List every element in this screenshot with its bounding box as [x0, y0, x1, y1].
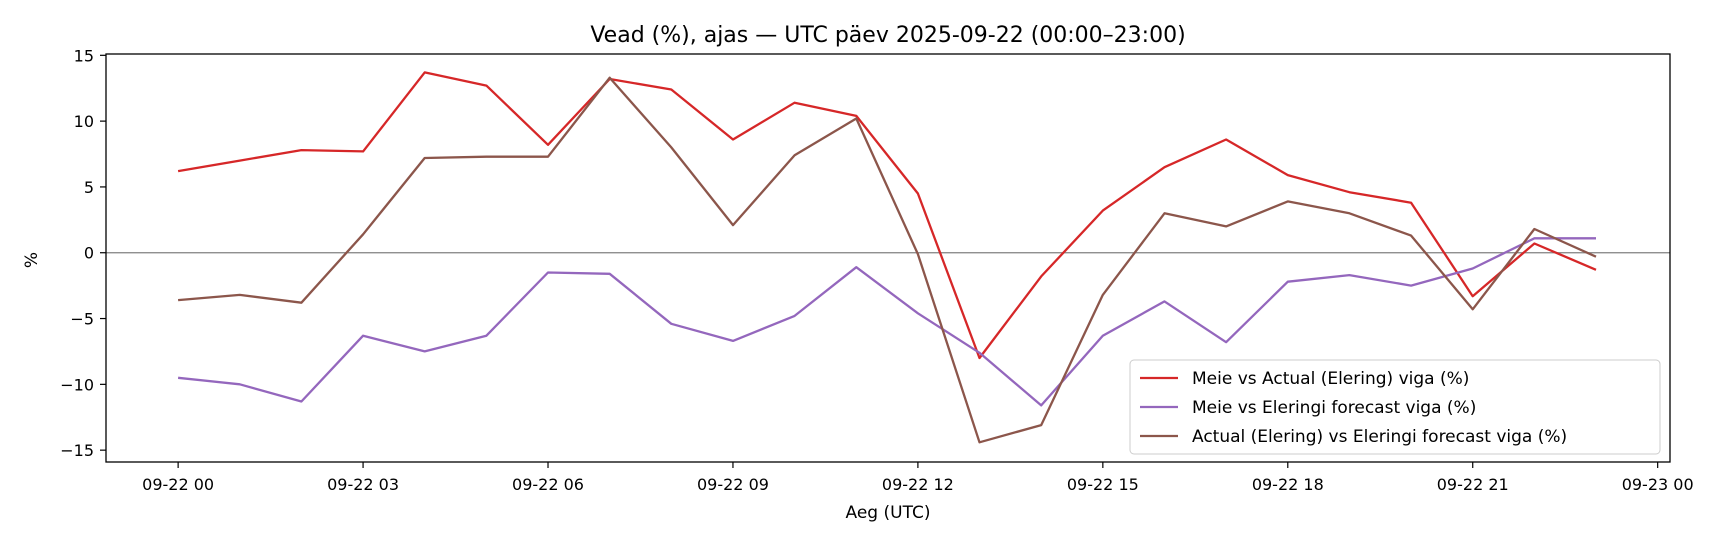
y-tick-label: −10 — [60, 375, 94, 394]
x-axis-label: Aeg (UTC) — [846, 503, 931, 523]
x-tick-label: 09-22 12 — [882, 475, 954, 494]
y-tick-label: −15 — [60, 441, 94, 460]
legend-box — [1129, 359, 1661, 455]
y-tick-label: 10 — [74, 112, 94, 131]
x-tick-label: 09-22 03 — [327, 475, 399, 494]
y-tick-label: 5 — [84, 178, 94, 197]
y-axis-label: % — [22, 252, 42, 268]
chart-title: Vead (%), ajas — UTC päev 2025-09-22 (00… — [590, 23, 1185, 48]
series-line-1 — [177, 71, 1597, 360]
x-tick-label: 09-22 00 — [142, 475, 214, 494]
x-tick-label: 09-23 00 — [1622, 475, 1694, 494]
legend-label: Actual (Elering) vs Eleringi forecast vi… — [1192, 427, 1567, 447]
x-tick-label: 09-22 18 — [1252, 475, 1324, 494]
legend-label: Meie vs Eleringi forecast viga (%) — [1192, 398, 1476, 418]
y-tick-label: 15 — [74, 46, 94, 65]
x-tick-label: 09-22 09 — [697, 475, 769, 494]
legend: Meie vs Actual (Elering) viga (%) Meie vs… — [1129, 359, 1661, 455]
x-tick-label: 09-22 06 — [512, 475, 584, 494]
y-tick-label: −5 — [70, 310, 94, 329]
series-line-3 — [178, 76, 1597, 444]
x-tick-label: 09-22 21 — [1437, 475, 1509, 494]
plot-area-frame — [105, 53, 1671, 463]
legend-label: Meie vs Actual (Elering) viga (%) — [1192, 369, 1469, 389]
x-tick-label: 09-22 15 — [1067, 475, 1139, 494]
series-line-2 — [177, 237, 1596, 407]
y-tick-label: 0 — [84, 244, 94, 263]
